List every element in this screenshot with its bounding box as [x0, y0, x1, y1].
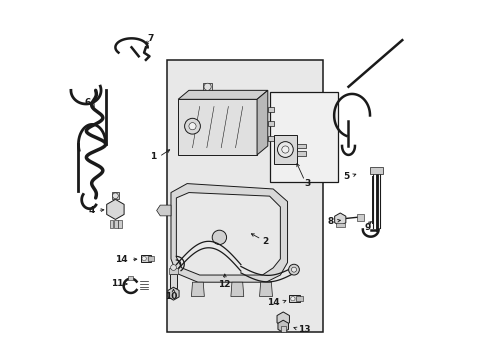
- Text: 8: 8: [326, 217, 333, 226]
- Text: 6: 6: [84, 98, 91, 107]
- Circle shape: [290, 297, 294, 301]
- Text: 5: 5: [342, 172, 348, 181]
- Bar: [280, 326, 285, 332]
- Bar: [167, 60, 323, 332]
- Text: 11: 11: [111, 279, 123, 288]
- Text: 7: 7: [147, 34, 154, 43]
- Text: 14: 14: [266, 298, 279, 307]
- Circle shape: [281, 146, 288, 153]
- Bar: [335, 223, 344, 227]
- Circle shape: [288, 264, 299, 275]
- Bar: [296, 296, 303, 301]
- Bar: [267, 107, 274, 112]
- Text: 9: 9: [364, 223, 370, 232]
- Bar: [178, 99, 257, 155]
- Bar: [147, 256, 154, 261]
- Bar: [170, 274, 176, 288]
- Polygon shape: [230, 282, 244, 297]
- Polygon shape: [191, 282, 204, 297]
- Circle shape: [142, 256, 146, 261]
- Polygon shape: [259, 282, 272, 297]
- Circle shape: [291, 267, 296, 272]
- Bar: [109, 220, 113, 228]
- Bar: [118, 220, 122, 228]
- Polygon shape: [156, 205, 171, 216]
- Bar: [289, 296, 300, 302]
- Polygon shape: [257, 90, 267, 155]
- Circle shape: [112, 193, 118, 199]
- Polygon shape: [171, 184, 287, 282]
- Bar: [269, 92, 337, 182]
- Bar: [267, 135, 274, 140]
- Bar: [128, 276, 133, 280]
- Polygon shape: [178, 90, 267, 99]
- Polygon shape: [176, 193, 280, 275]
- Text: 12: 12: [218, 280, 230, 289]
- Bar: [369, 167, 382, 174]
- Bar: [356, 214, 363, 221]
- Bar: [114, 220, 117, 228]
- Bar: [297, 144, 305, 148]
- Bar: [112, 192, 119, 199]
- Text: 1: 1: [150, 152, 156, 161]
- Bar: [203, 83, 212, 90]
- Bar: [273, 135, 297, 164]
- Text: 4: 4: [88, 206, 94, 215]
- Text: 14: 14: [115, 255, 128, 264]
- Text: 13: 13: [297, 325, 309, 334]
- Text: 10: 10: [164, 292, 177, 301]
- Circle shape: [203, 83, 211, 90]
- Bar: [168, 267, 178, 274]
- Circle shape: [188, 123, 196, 130]
- Text: 3: 3: [304, 179, 310, 188]
- Circle shape: [170, 265, 176, 270]
- Circle shape: [184, 118, 200, 134]
- Circle shape: [277, 141, 293, 157]
- Bar: [267, 121, 274, 126]
- Bar: [297, 151, 305, 156]
- Circle shape: [212, 230, 226, 244]
- Text: 2: 2: [262, 237, 268, 246]
- Bar: [140, 255, 151, 262]
